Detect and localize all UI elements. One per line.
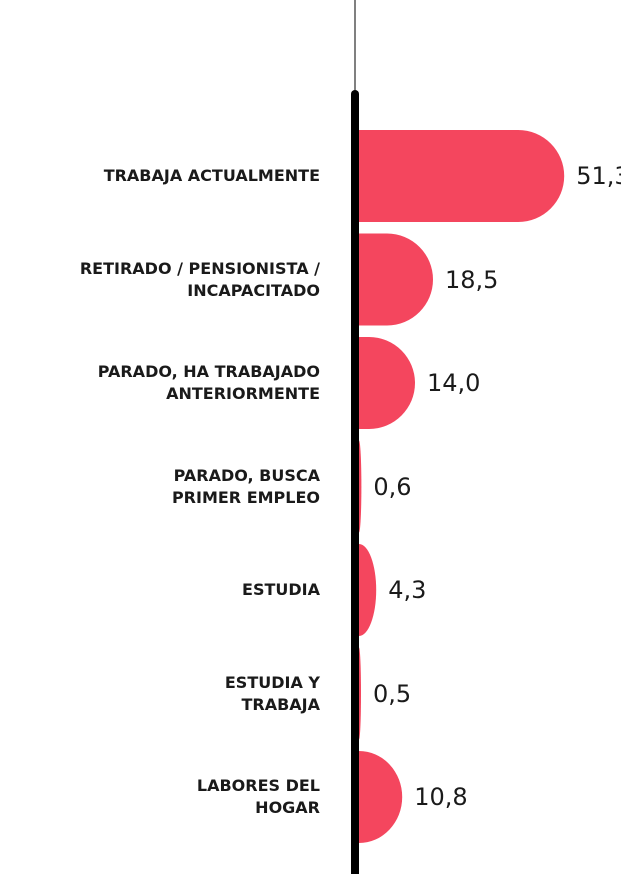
value-label: 0,5 (373, 679, 412, 708)
bar (359, 337, 415, 429)
bar (359, 130, 565, 222)
value-label: 0,6 (373, 472, 412, 501)
category-label: TRABAJA ACTUALMENTE (103, 166, 320, 185)
value-label: 4,3 (388, 576, 427, 604)
category-label: LABORES DEL HOGAR (196, 776, 320, 817)
bar (359, 440, 362, 533)
value-label: 14,0 (427, 369, 481, 397)
category-label: PARADO, BUSCA PRIMER EMPLEO (171, 465, 320, 507)
bar (359, 544, 377, 636)
category-label: RETIRADO / PENSIONISTA / INCAPACITADO (79, 258, 320, 300)
category-label: PARADO, HA TRABAJADO ANTERIORMENTE (97, 362, 320, 403)
category-label: ESTUDIA Y TRABAJA (224, 672, 320, 714)
bar (359, 647, 361, 740)
value-label: 18,5 (445, 265, 499, 294)
category-label: ESTUDIA (242, 580, 320, 599)
value-label: 51,3 (576, 162, 621, 190)
value-label: 10,8 (414, 783, 468, 811)
axis-line (351, 90, 359, 874)
bar (359, 233, 434, 326)
bar (359, 751, 403, 843)
